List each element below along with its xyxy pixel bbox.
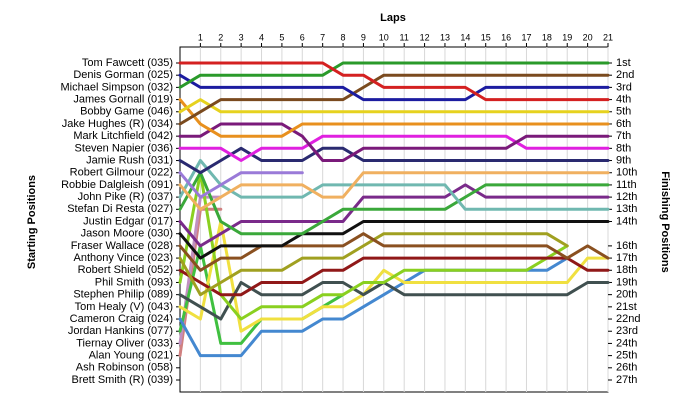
x-tick-label: 20: [583, 32, 593, 42]
x-tick-label: 17: [521, 32, 531, 42]
y-tick-label: Ash Robinson (058): [76, 362, 173, 374]
y-tick-label: Stephen Philip (089): [73, 289, 173, 301]
y2-tick-label: 13th: [616, 203, 637, 215]
y2-tick-label: 14th: [616, 215, 637, 227]
y2-tick-label: 6th: [616, 118, 631, 130]
y-tick-label: Tom Fawcett (035): [82, 57, 173, 69]
x-tick-label: 9: [361, 32, 366, 42]
position-line: [178, 220, 610, 260]
x-tick-label: 16: [501, 32, 511, 42]
x-tick-label: 2: [218, 32, 223, 42]
y2-tick-label: 2nd: [616, 69, 634, 81]
y2-axis-title: Finishing Positions: [659, 171, 671, 272]
x-tick-label: 10: [379, 32, 389, 42]
y-tick-label: Tiernay Oliver (033): [76, 337, 173, 349]
y-tick-label: Justin Edgar (017): [83, 215, 173, 227]
x-tick-label: 13: [440, 32, 450, 42]
y-tick-label: Brett Smith (R) (039): [72, 374, 173, 386]
y2-tick-label: 4th: [616, 93, 631, 105]
x-tick-label: 8: [341, 32, 346, 42]
x-tick-label: 4: [259, 32, 264, 42]
y-tick-label: Bobby Game (046): [80, 106, 173, 118]
y2-tick-label: 20th: [616, 289, 637, 301]
position-line: [178, 183, 610, 248]
position-line: [178, 232, 610, 272]
position-line: [178, 171, 569, 321]
y-tick-label: Denis Gorman (025): [73, 69, 173, 81]
x-tick-label: 7: [320, 32, 325, 42]
position-line: [178, 73, 610, 102]
y2-tick-label: 8th: [616, 142, 631, 154]
y2-tick-label: 1st: [616, 57, 631, 69]
y2-tick-label: 24th: [616, 337, 637, 349]
y2-tick-label: 5th: [616, 106, 631, 118]
chart-title: Laps: [380, 12, 406, 24]
y2-tick-label: 10th: [616, 167, 637, 179]
y-tick-label: John Pike (R) (037): [78, 191, 173, 203]
position-line: [178, 122, 610, 162]
x-tick-label: 18: [542, 32, 552, 42]
y-axis-title: Starting Positions: [26, 175, 38, 269]
position-line: [178, 61, 610, 89]
y2-tick-label: 23rd: [616, 325, 638, 337]
x-tick-label: 14: [460, 32, 470, 42]
y2-tick-label: 16th: [616, 240, 637, 252]
y-tick-label: Fraser Wallace (028): [71, 240, 173, 252]
x-tick-label: 6: [300, 32, 305, 42]
y2-tick-label: 18th: [616, 264, 637, 276]
x-tick-label: 5: [279, 32, 284, 42]
position-line: [178, 98, 610, 114]
x-tick-label: 3: [239, 32, 244, 42]
y-tick-label: Robert Gilmour (022): [70, 167, 173, 179]
y2-tick-label: 22nd: [616, 313, 640, 325]
y2-tick-label: 9th: [616, 154, 631, 166]
y-tick-label: Stefan Di Resta (027): [67, 203, 173, 215]
position-line: [178, 171, 304, 199]
y2-tick-label: 17th: [616, 252, 637, 264]
y2-tick-label: 11th: [616, 179, 637, 191]
y2-tick-label: 21st: [616, 301, 637, 313]
y-tick-label: Alan Young (021): [89, 350, 173, 362]
position-line: [178, 159, 610, 211]
x-tick-label: 11: [400, 32, 409, 42]
x-tick-label: 15: [481, 32, 491, 42]
y-tick-label: Anthony Vince (023): [74, 252, 173, 264]
x-tick-label: 1: [198, 32, 203, 42]
y-tick-label: Phil Smith (093): [95, 276, 173, 288]
position-line: [178, 171, 610, 211]
y2-tick-label: 27th: [616, 374, 637, 386]
y2-tick-label: 19th: [616, 276, 637, 288]
y-tick-label: James Gornall (019): [73, 93, 173, 105]
y2-tick-label: 25th: [616, 350, 637, 362]
y-tick-label: Steven Napier (036): [75, 142, 173, 154]
y2-tick-label: 12th: [616, 191, 637, 203]
position-line: [178, 134, 610, 162]
x-tick-label: 21: [603, 32, 613, 42]
position-line: [178, 98, 610, 138]
y-tick-label: Robert Shield (052): [78, 264, 173, 276]
y-tick-label: Michael Simpson (032): [61, 81, 174, 93]
y2-tick-label: 26th: [616, 362, 637, 374]
y-tick-label: Robbie Dalgleish (091): [61, 179, 173, 191]
position-line: [178, 171, 610, 236]
y-tick-label: Jamie Rush (031): [86, 154, 173, 166]
position-line: [178, 73, 610, 126]
y-tick-label: Jake Hughes (R) (034): [62, 118, 173, 130]
x-tick-label: 12: [420, 32, 430, 42]
position-line: [178, 61, 610, 102]
x-tick-label: 19: [562, 32, 572, 42]
y-tick-label: Cameron Craig (024): [70, 313, 173, 325]
y-tick-label: Mark Litchfield (042): [73, 130, 173, 142]
y2-tick-label: 7th: [616, 130, 631, 142]
y-tick-label: Jordan Hankins (077): [68, 325, 173, 337]
y-tick-label: Jason Moore (030): [81, 228, 173, 240]
position-line: [178, 256, 610, 297]
y-tick-label: Tom Healy (V) (043): [75, 301, 173, 313]
y2-tick-label: 3rd: [616, 81, 632, 93]
